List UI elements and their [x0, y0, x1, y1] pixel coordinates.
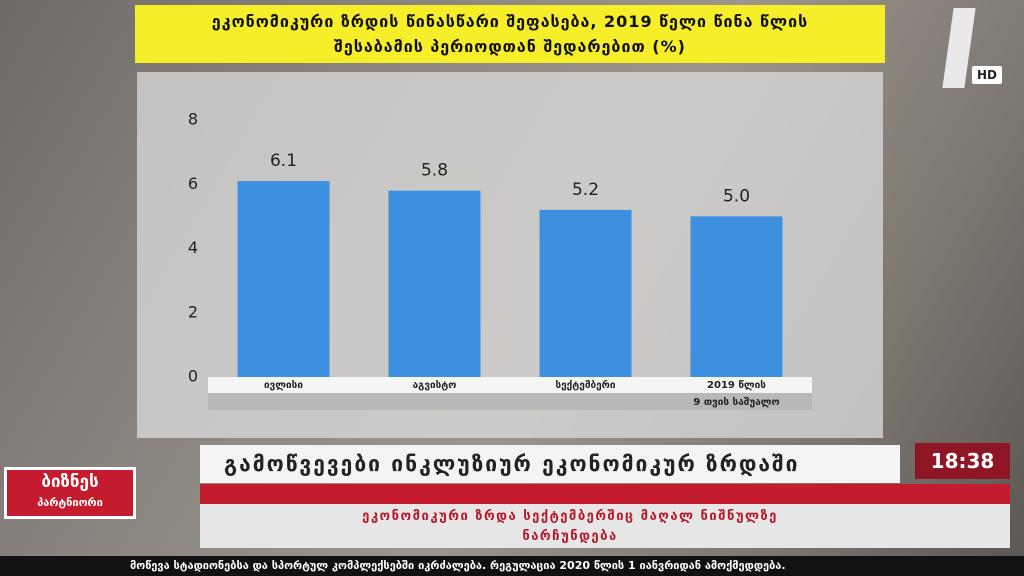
- bar: [539, 209, 632, 377]
- bar: [690, 216, 783, 377]
- headline: გამოწვევები ინკლუზიურ ეკონომიკურ ზრდაში: [200, 445, 900, 483]
- x-tick-label: აგვისტო: [413, 379, 457, 391]
- x-tick-label: ივლისი: [264, 379, 303, 391]
- value-label: 5.2: [572, 180, 599, 200]
- x-note-band: [208, 393, 812, 410]
- bar: [237, 181, 330, 377]
- channel-logo: [942, 8, 976, 88]
- logo-line: ბიზნეს: [41, 472, 99, 492]
- y-tick-label: 0: [188, 367, 198, 386]
- bar: [388, 190, 481, 377]
- value-label: 5.8: [421, 161, 448, 181]
- x-tick-label: 2019 წლის: [707, 379, 766, 391]
- x-axis-band: [208, 377, 812, 393]
- subheadline: ეკონომიკური ზრდა სექტემბერშიც მაღალ ნიშნ…: [200, 504, 1010, 548]
- y-tick-label: 8: [188, 110, 198, 129]
- red-bar: [200, 484, 1010, 504]
- chart-title: ეკონომიკური ზრდის წინასწარი შეფასება, 20…: [135, 5, 885, 63]
- program-logo: ბიზნეს პარტნიორი: [4, 467, 136, 519]
- y-tick-label: 4: [188, 238, 198, 257]
- x-axis-note: 9 თვის საშუალო: [693, 396, 779, 408]
- value-label: 5.0: [723, 186, 750, 206]
- y-tick-label: 2: [188, 302, 198, 321]
- y-tick-label: 6: [188, 174, 198, 193]
- news-ticker: მოწევა სტადიონებსა და სპორტულ კომპლექსებ…: [0, 556, 1024, 576]
- logo-line: პარტნიორი: [37, 496, 103, 509]
- chart: 0 2 4 6 8 9 თვის საშუალო ივლისი 6.1 აგვისტო 5.8 სე…: [188, 110, 812, 410]
- x-tick-label: სექტემბერი: [555, 379, 615, 391]
- value-label: 6.1: [270, 151, 297, 171]
- clock: 18:38: [915, 443, 1010, 479]
- hd-badge: HD: [972, 66, 1002, 84]
